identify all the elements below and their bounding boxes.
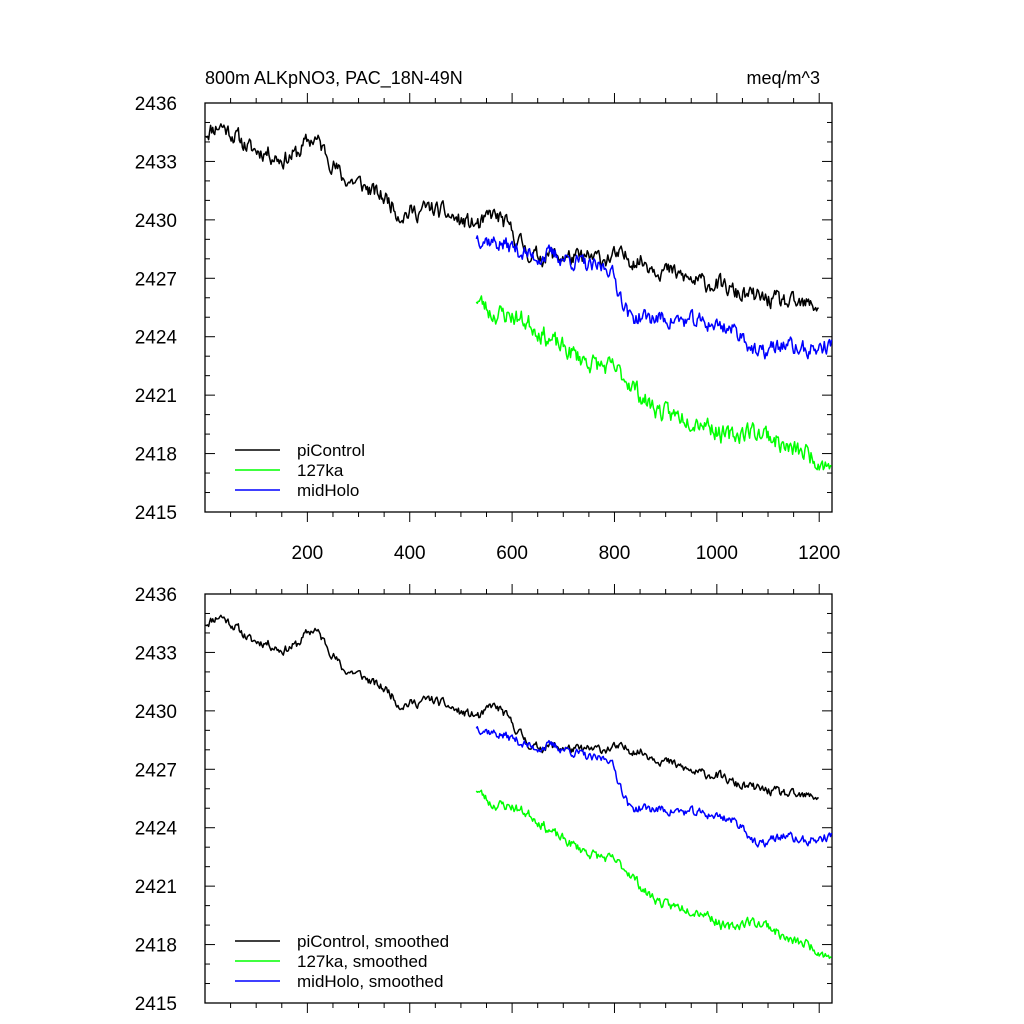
y-tick-label: 2418 <box>135 936 177 957</box>
y-tick-label: 2427 <box>135 760 177 781</box>
legend-label: piControl, smoothed <box>297 932 449 951</box>
chart-title: 800m ALKpNO3, PAC_18N-49N <box>205 68 463 89</box>
legend-label: 127ka, smoothed <box>297 952 427 971</box>
bottom-panel: 2415 2418 2421 2424 2427 2430 2433 2436 piContro… <box>135 584 833 1015</box>
y-tick-label: 2436 <box>135 94 177 115</box>
y-tick-label: 2433 <box>135 152 177 173</box>
plot-frame <box>204 593 833 1004</box>
series-line-picontrol-smoothed <box>205 614 819 801</box>
plot-frame <box>204 102 833 513</box>
y-tick-label: 2433 <box>135 643 177 664</box>
y-tick-label: 2430 <box>135 702 177 723</box>
series-line-picontrol <box>204 123 819 312</box>
series-line-midholo <box>475 235 833 360</box>
y-tick-label: 2418 <box>135 445 177 466</box>
x-tick-label: 800 <box>599 543 631 564</box>
series-line-127ka <box>475 295 832 471</box>
x-tick-label: 600 <box>496 543 528 564</box>
y-tick-label: 2427 <box>135 269 177 290</box>
legend-label: midHolo <box>297 481 359 500</box>
y-tick-label: 2436 <box>135 585 177 606</box>
legend-label: piControl <box>297 441 365 460</box>
y-tick-label: 2424 <box>135 328 178 349</box>
y-tick-label: 2424 <box>135 819 178 840</box>
chart-units: meq/m^3 <box>747 68 820 88</box>
y-tick-label: 2421 <box>135 877 177 898</box>
x-tick-label: 200 <box>292 543 324 564</box>
x-tick-label: 400 <box>394 543 426 564</box>
x-tick-label: 1000 <box>696 543 738 564</box>
top-panel: 2415 2418 2421 2424 2427 2430 2433 2436 200 400 60… <box>135 68 841 564</box>
x-tick-label: 1200 <box>798 543 840 564</box>
y-tick-label: 2415 <box>135 994 177 1015</box>
legend-label: 127ka <box>297 461 344 480</box>
legend-label: midHolo, smoothed <box>297 972 443 991</box>
y-tick-label: 2421 <box>135 386 177 407</box>
y-tick-label: 2415 <box>135 503 177 524</box>
series-line-midholo-smoothed <box>475 726 833 848</box>
y-tick-label: 2430 <box>135 211 177 232</box>
series-line-127ka-smoothed <box>475 789 832 960</box>
